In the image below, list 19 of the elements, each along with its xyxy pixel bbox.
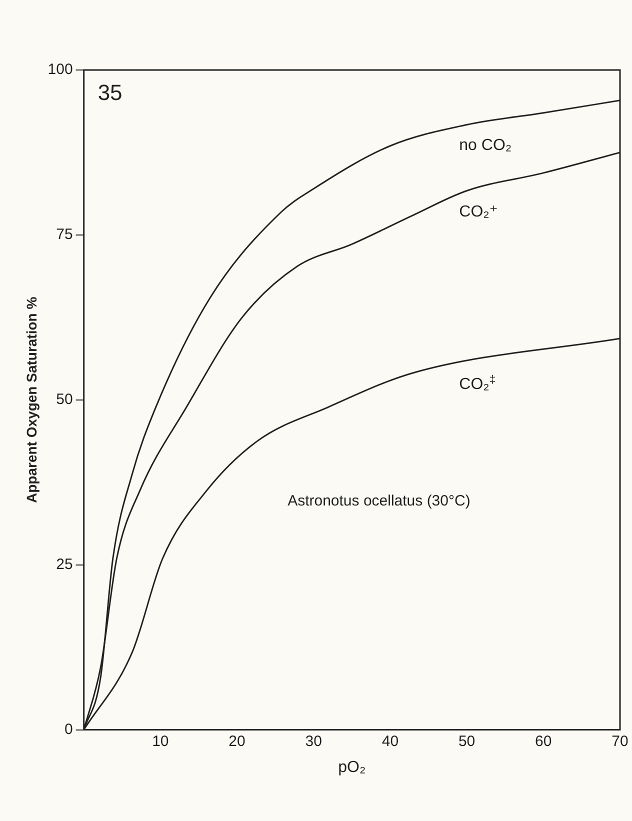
x-tick-label: 10	[152, 732, 169, 750]
x-tick-label: 60	[535, 732, 552, 750]
y-axis-title: Apparent Oxygen Saturation %	[23, 296, 40, 503]
x-tick-label: 20	[228, 732, 246, 750]
y-tick-label: 75	[56, 226, 73, 244]
annotation: 35	[98, 80, 122, 105]
x-tick-label: 40	[382, 732, 399, 750]
series-label: no CO₂	[459, 136, 512, 154]
annotation: Astronotus ocellatus (30°C)	[288, 492, 470, 510]
y-tick-label: 25	[56, 556, 73, 573]
series-label: CO₂⁺	[459, 204, 498, 221]
series-label: CO₂‡	[459, 374, 496, 394]
y-tick-label: 50	[56, 391, 73, 408]
x-tick-label: 50	[458, 732, 476, 750]
y-tick-label: 100	[48, 61, 73, 78]
x-tick-label: 30	[305, 732, 322, 750]
y-tick-label: 0	[64, 720, 73, 738]
x-tick-label: 70	[612, 732, 628, 750]
x-axis-title: pO₂	[338, 758, 366, 776]
